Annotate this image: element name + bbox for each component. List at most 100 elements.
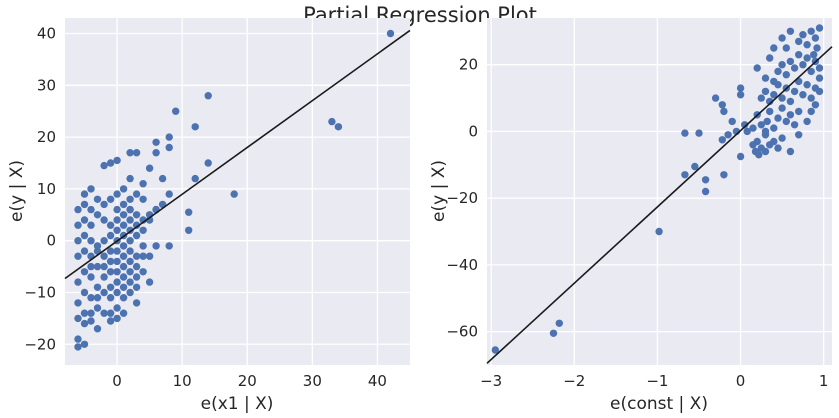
data-point — [113, 216, 121, 224]
data-point — [386, 29, 395, 38]
data-point — [113, 314, 121, 323]
data-point — [106, 221, 115, 229]
data-point — [770, 44, 778, 52]
data-point — [74, 299, 82, 307]
data-point — [93, 283, 102, 291]
data-point — [770, 137, 778, 146]
data-point — [761, 147, 770, 156]
data-point — [106, 195, 115, 203]
data-point — [165, 242, 173, 250]
data-point — [113, 205, 121, 214]
data-point — [119, 294, 128, 302]
data-point — [803, 117, 811, 126]
data-point — [87, 205, 95, 214]
data-point — [126, 257, 134, 266]
data-point — [80, 319, 89, 328]
data-point — [711, 94, 720, 102]
data-point — [87, 317, 95, 325]
data-point — [113, 226, 121, 234]
y-axis-label-right: e(y | X) — [429, 160, 449, 222]
data-point — [763, 117, 771, 126]
y-tick-labels-left: −20 −10 0 10 20 30 40 — [24, 25, 56, 354]
x-tick-label: 1 — [819, 372, 829, 390]
data-point — [753, 137, 761, 146]
data-point — [790, 64, 799, 72]
data-point — [786, 147, 795, 156]
data-point — [132, 273, 141, 281]
data-point — [753, 64, 761, 72]
data-point — [126, 174, 134, 183]
data-point — [74, 278, 82, 286]
subplot-right: −3 −2 −1 0 1 −60 −40 −20 0 20 e(const | X) e(y |… — [429, 18, 833, 414]
data-point — [106, 317, 115, 325]
data-point — [74, 335, 82, 343]
y-tick-labels-right: −60 −40 −20 0 20 — [446, 56, 478, 341]
plot-area-right — [487, 18, 832, 365]
data-point — [743, 127, 751, 136]
data-point — [106, 309, 115, 317]
data-point — [100, 252, 108, 260]
data-point — [93, 294, 102, 302]
data-point — [736, 152, 745, 161]
data-point — [695, 129, 703, 137]
data-point — [100, 200, 108, 209]
data-point — [810, 51, 818, 59]
data-point — [80, 268, 89, 276]
data-point — [770, 91, 778, 99]
data-point — [132, 262, 141, 271]
data-point — [795, 131, 803, 139]
data-point — [782, 71, 790, 79]
data-point — [93, 325, 102, 333]
data-point — [113, 278, 121, 286]
data-point — [132, 252, 141, 260]
data-point — [728, 117, 736, 126]
data-point — [100, 273, 108, 281]
data-point — [74, 205, 82, 214]
data-point — [757, 121, 765, 129]
data-point — [113, 268, 121, 276]
data-point — [681, 171, 689, 179]
data-point — [328, 117, 336, 126]
data-point — [774, 67, 782, 76]
y-tick-label: −40 — [446, 256, 478, 274]
data-point — [681, 129, 689, 137]
data-point — [191, 174, 199, 183]
data-point — [741, 121, 749, 129]
y-tick-label: −20 — [24, 335, 56, 353]
data-point — [126, 216, 134, 224]
data-point — [93, 262, 102, 271]
data-point — [152, 242, 160, 250]
data-point — [139, 268, 147, 276]
data-point — [152, 149, 160, 157]
x-tick-label: −2 — [563, 372, 585, 390]
data-point — [815, 87, 824, 96]
data-point — [815, 74, 824, 82]
data-point — [799, 91, 807, 99]
data-point — [113, 304, 121, 312]
data-point — [139, 180, 147, 188]
data-point — [139, 226, 147, 234]
data-point — [761, 74, 770, 82]
data-point — [126, 268, 134, 276]
data-point — [736, 84, 745, 92]
data-point — [106, 283, 115, 291]
data-point — [132, 231, 141, 240]
data-point — [106, 257, 115, 266]
data-point — [778, 34, 786, 42]
fit-line-left — [64, 29, 411, 280]
data-point — [755, 151, 763, 159]
data-point — [126, 205, 134, 214]
y-tick-label: −10 — [24, 283, 56, 301]
data-point — [113, 288, 121, 297]
data-point — [113, 247, 121, 255]
data-point — [158, 174, 167, 183]
data-point — [93, 304, 102, 312]
y-axis-label-left: e(y | X) — [7, 160, 27, 222]
data-point — [655, 227, 663, 236]
data-point — [749, 124, 757, 132]
y-tick-label: −20 — [446, 189, 478, 207]
data-point — [106, 159, 115, 167]
x-tick-label: 30 — [303, 372, 322, 390]
data-point — [119, 221, 128, 229]
